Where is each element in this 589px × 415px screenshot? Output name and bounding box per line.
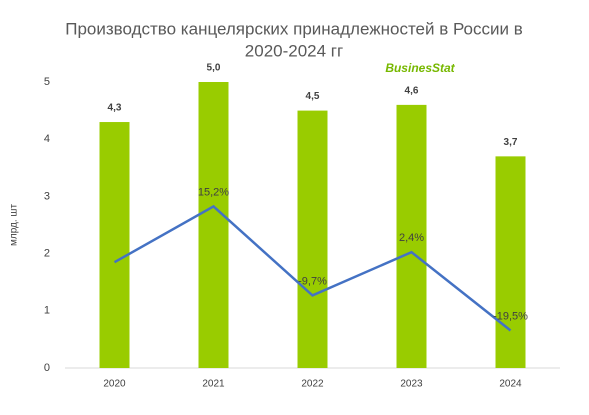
x-tick-label: 2021: [202, 379, 225, 390]
x-tick-label: 2022: [301, 379, 324, 390]
y-tick-label: 3: [44, 190, 50, 202]
bar: [495, 156, 526, 368]
bar-value-label: 4,3: [108, 103, 122, 114]
bar: [297, 110, 328, 368]
bar-value-label: 4,5: [306, 91, 320, 102]
y-tick-label: 5: [44, 76, 50, 88]
line-value-label: -9,7%: [298, 275, 327, 287]
x-tick-label: 2024: [499, 379, 522, 390]
y-axis-label: млрд. шт: [9, 204, 20, 246]
bar-value-label: 5,0: [207, 63, 221, 74]
y-tick-label: 1: [44, 305, 50, 317]
line-value-label: 2,4%: [399, 232, 424, 244]
bar: [198, 82, 229, 368]
y-tick-label: 2: [44, 248, 50, 260]
bar: [99, 122, 130, 368]
line-value-label: -19,5%: [493, 310, 528, 322]
y-tick-label: 4: [44, 133, 50, 145]
line-value-label: 15,2%: [198, 186, 229, 198]
x-tick-label: 2023: [400, 379, 423, 390]
bar: [396, 104, 427, 368]
line: [113, 204, 512, 332]
logo: BusinesStat: [385, 61, 455, 75]
bar-value-label: 4,6: [405, 86, 419, 97]
chart-title: 2020-2024 гг: [245, 41, 343, 60]
chart-title: Производство канцелярских принадлежносте…: [65, 19, 523, 38]
y-tick-label: 0: [44, 362, 50, 374]
x-tick-label: 2020: [103, 379, 126, 390]
bar-value-label: 3,7: [504, 137, 518, 148]
